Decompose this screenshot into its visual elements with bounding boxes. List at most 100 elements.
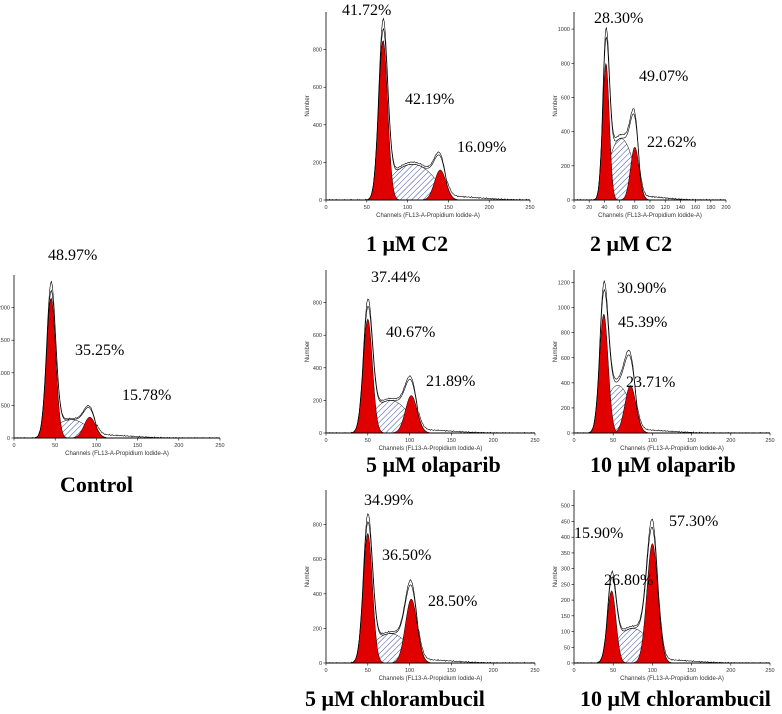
y-tick-label: 600 <box>313 85 322 91</box>
percent-g0-g1: 28.30% <box>594 10 643 27</box>
raw-histogram <box>573 27 726 201</box>
y-tick-label: 1500 <box>0 338 10 344</box>
percent-g2-m: 21.89% <box>426 373 475 390</box>
x-tick-label: 160 <box>691 205 700 211</box>
x-tick-label: 200 <box>489 438 498 444</box>
percent-g0-g1: 48.97% <box>48 247 97 264</box>
y-tick-label: 400 <box>313 123 322 129</box>
x-tick-label: 20 <box>586 205 592 211</box>
fit-envelope <box>574 36 726 201</box>
x-tick-label: 100 <box>92 443 101 449</box>
y-tick-label: 600 <box>561 95 570 101</box>
y-tick-label: 400 <box>313 592 322 598</box>
x-tick-label: 150 <box>444 205 453 211</box>
panel-10um-chlorambucil: 0 50 100 150 200 250 0 50 100 150 200 250 300 350 400 4… <box>553 490 775 682</box>
percent-g2-m: 22.62% <box>647 134 696 151</box>
x-tick-label: 0 <box>572 438 575 444</box>
y-tick-label: 400 <box>561 535 570 541</box>
caption-5um-chlorambucil: 5 μM chlorambucil <box>305 686 485 711</box>
x-tick-label: 120 <box>661 205 670 211</box>
y-axis-label: Number <box>553 341 559 362</box>
x-tick-label: 60 <box>617 205 623 211</box>
y-tick-label: 0 <box>7 436 10 442</box>
percent-s-phase: 26.80% <box>604 572 653 589</box>
y-tick-label: 0 <box>567 431 570 437</box>
percent-g2-m: 23.71% <box>626 374 675 391</box>
y-tick-label: 500 <box>1 403 10 409</box>
y-tick-label: 200 <box>313 160 322 166</box>
panel-2um-c2: 0 20 40 60 80 100 120 140 160 180 200 0 200 400 600 800… <box>553 10 731 219</box>
x-tick-label: 50 <box>365 668 371 674</box>
x-axis-label: Channels (FL13-A-Propidium Iodide-A) <box>379 676 483 682</box>
percent-s-phase: 35.25% <box>75 342 124 359</box>
x-tick-label: 100 <box>403 205 412 211</box>
panel-5um-olaparib: 0 50 100 150 200 250 0 200 400 600 800 Channels (FL… <box>305 269 540 452</box>
y-tick-label: 50 <box>564 645 570 651</box>
x-tick-label: 0 <box>572 668 575 674</box>
x-axis-label: Channels (FL13-A-Propidium Iodide-A) <box>598 213 702 219</box>
y-tick-label: 400 <box>561 130 570 136</box>
y-tick-label: 200 <box>561 164 570 170</box>
percent-s-phase: 42.19% <box>405 91 454 108</box>
caption-control: Control <box>60 472 133 497</box>
x-tick-label: 50 <box>365 438 371 444</box>
y-tick-label: 100 <box>561 630 570 636</box>
y-tick-label: 400 <box>561 381 570 387</box>
x-tick-label: 200 <box>489 668 498 674</box>
percent-g2-m: 28.50% <box>428 593 477 610</box>
y-axis-label: Number <box>553 566 559 587</box>
x-tick-label: 100 <box>405 668 414 674</box>
y-tick-label: 300 <box>561 567 570 573</box>
x-tick-label: 150 <box>687 668 696 674</box>
x-axis-label: Channels (FL13-A-Propidium Iodide-A) <box>376 213 480 219</box>
caption-5um-olaparib: 5 μM olaparib <box>366 452 501 477</box>
g2-m-peak <box>574 146 726 201</box>
raw-histogram <box>325 298 536 434</box>
x-tick-label: 200 <box>726 668 735 674</box>
caption-10um-olaparib: 10 μM olaparib <box>590 452 736 477</box>
x-tick-label: 0 <box>324 668 327 674</box>
x-tick-label: 50 <box>52 443 58 449</box>
percent-g2-m: 15.78% <box>122 387 171 404</box>
percent-s-phase: 40.67% <box>386 324 435 341</box>
x-tick-label: 250 <box>525 205 534 211</box>
y-tick-label: 350 <box>561 551 570 557</box>
y-tick-label: 600 <box>561 356 570 362</box>
y-tick-label: 1000 <box>0 371 10 377</box>
percent-g0-g1: 15.90% <box>574 525 623 542</box>
y-tick-label: 200 <box>313 626 322 632</box>
y-tick-label: 0 <box>319 431 322 437</box>
caption-2um-c2: 2 μM C2 <box>590 231 673 256</box>
y-tick-label: 1000 <box>558 306 570 312</box>
x-axis-label: Channels (FL13-A-Propidium Iodide-A) <box>620 446 724 452</box>
x-tick-label: 0 <box>324 205 327 211</box>
x-axis-label: Channels (FL13-A-Propidium Iodide-A) <box>379 446 483 452</box>
y-tick-label: 0 <box>567 198 570 204</box>
g0-g1-peak <box>14 297 220 439</box>
percent-s-phase: 45.39% <box>618 314 667 331</box>
y-axis-label: Number <box>305 341 311 362</box>
x-tick-label: 250 <box>530 668 539 674</box>
y-tick-label: 200 <box>561 598 570 604</box>
x-tick-label: 50 <box>364 205 370 211</box>
percent-g0-g1: 41.72% <box>342 2 391 19</box>
x-tick-label: 100 <box>645 205 654 211</box>
g2-m-peak <box>574 542 770 664</box>
y-tick-label: 600 <box>313 333 322 339</box>
percent-g0-g1: 37.44% <box>371 269 420 286</box>
x-axis-label: Channels (FL13-A-Propidium Iodide-A) <box>620 676 724 682</box>
x-tick-label: 200 <box>726 438 735 444</box>
x-tick-label: 180 <box>706 205 715 211</box>
x-tick-label: 250 <box>530 438 539 444</box>
x-tick-label: 100 <box>648 438 657 444</box>
y-tick-label: 800 <box>561 331 570 337</box>
y-tick-label: 250 <box>561 582 570 588</box>
percent-g2-m: 57.30% <box>669 513 718 530</box>
x-tick-label: 200 <box>174 443 183 449</box>
panel-10um-olaparib: 0 50 100 150 200 250 0 200 400 600 800 1000 1200 Chan… <box>553 270 775 452</box>
raw-histogram <box>325 513 536 664</box>
x-tick-label: 150 <box>687 438 696 444</box>
caption-10um-chlorambucil: 10 μM chlorambucil <box>580 686 771 711</box>
